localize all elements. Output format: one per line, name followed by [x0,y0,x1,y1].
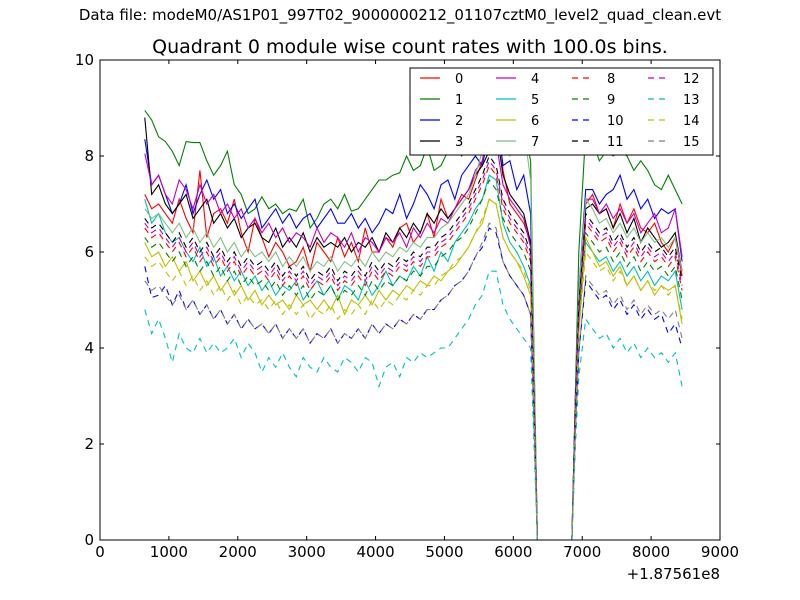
series-line-6 [144,198,683,541]
legend-label-1: 1 [455,93,463,108]
legend-label-6: 6 [531,114,539,129]
series-line-14 [144,198,683,541]
series-line-5 [144,174,683,541]
series-line-2 [144,112,683,541]
series-line-10 [144,227,683,541]
y-tick-label: 0 [84,531,94,549]
legend-label-13: 13 [683,93,700,108]
y-tick-label: 4 [84,339,94,357]
legend-label-3: 3 [455,135,463,150]
legend-label-7: 7 [531,135,539,150]
y-tick-label: 10 [75,51,94,69]
legend-label-4: 4 [531,72,539,87]
x-tick-label: 3000 [288,543,326,561]
x-tick-label: 2000 [219,543,257,561]
axis-layer: 0 1000 2000 3000 4000 5000 6000 7000 8000 9000 0 2 4… [75,51,739,561]
legend-label-15: 15 [683,135,700,150]
x-tick-label: 7000 [563,543,601,561]
y-tick-label: 6 [84,243,94,261]
series-line-4 [144,135,683,541]
x-tick-label: 8000 [632,543,670,561]
series-line-7 [144,74,683,541]
x-tick-label: 1000 [150,543,188,561]
legend-label-9: 9 [607,93,615,108]
x-offset-label: +1.87561e8 [627,565,720,583]
legend-label-5: 5 [531,93,539,108]
legend-label-14: 14 [683,114,700,129]
series-line-0 [144,83,683,541]
y-tick-label: 8 [84,147,94,165]
chart-title: Quadrant 0 module wise count rates with … [152,36,668,58]
x-tick-label: 9000 [701,543,739,561]
legend-label-10: 10 [607,114,624,129]
series-line-11 [144,154,683,541]
x-tick-label: 0 [95,543,105,561]
series-line-13 [144,270,683,541]
legend-label-11: 11 [607,135,624,150]
legend-label-0: 0 [455,72,463,87]
series-line-9 [144,178,683,541]
file-title: Data file: modeM0/AS1P01_997T02_90000002… [78,6,722,24]
y-tick-label: 2 [84,435,94,453]
legend-label-12: 12 [683,72,700,87]
x-tick-label: 5000 [425,543,463,561]
x-tick-label: 6000 [494,543,532,561]
series-line-3 [144,117,683,541]
legend-label-2: 2 [455,114,463,129]
plot-frame [99,59,721,541]
x-tick-label: 4000 [356,543,394,561]
legend-label-8: 8 [607,72,615,87]
